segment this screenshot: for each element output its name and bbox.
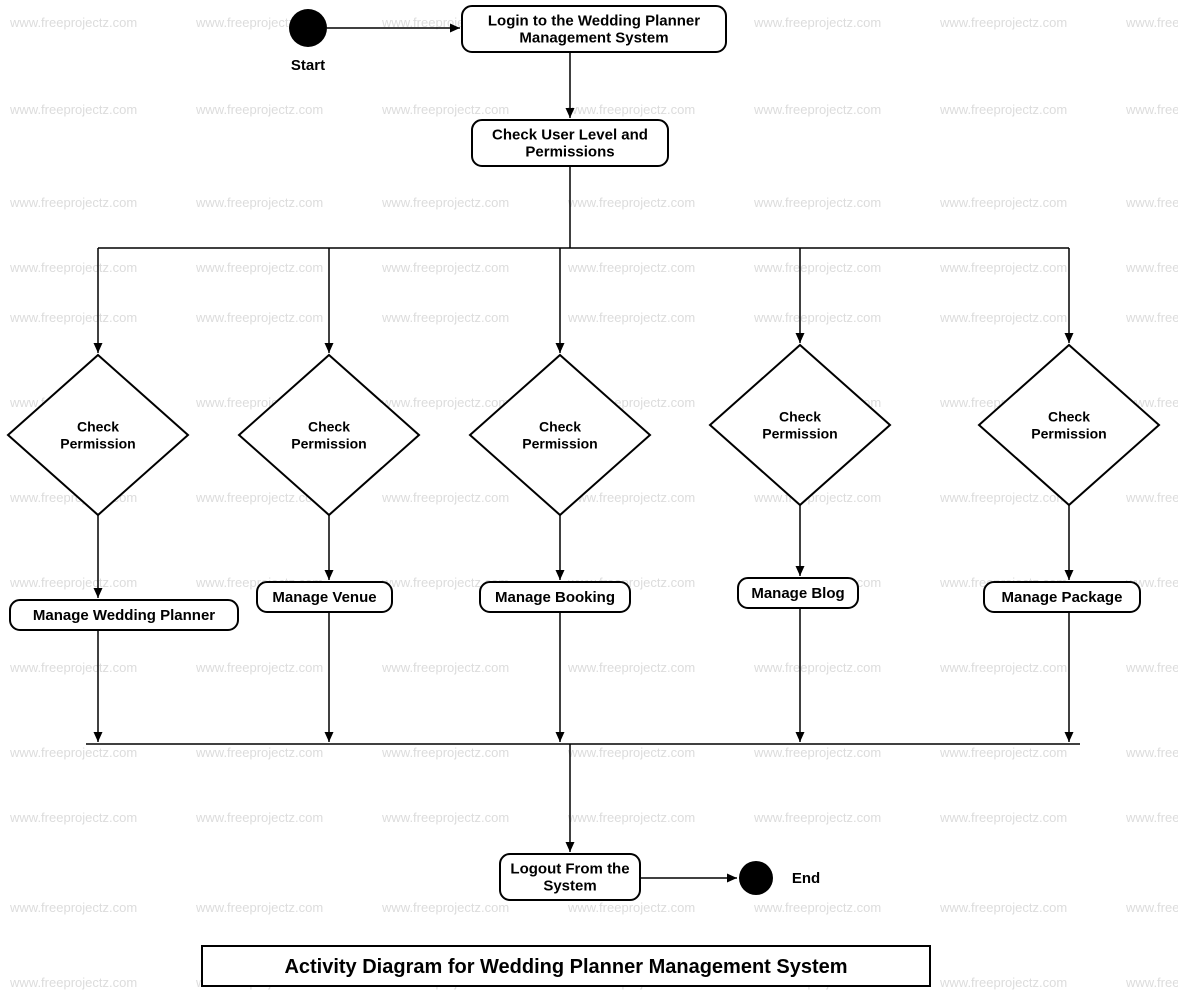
decision-text: Check [77, 419, 119, 435]
end-label: End [792, 870, 820, 887]
diagram-title: Activity Diagram for Wedding Planner Man… [284, 956, 847, 978]
arrowhead-icon [556, 570, 565, 580]
decision-text: Permission [60, 436, 135, 452]
arrowhead-icon [796, 566, 805, 576]
arrowhead-icon [556, 732, 565, 742]
arrowhead-icon [566, 108, 575, 118]
arrowhead-icon [325, 570, 334, 580]
decision-text: Permission [762, 426, 837, 442]
decision-text: Check [779, 409, 821, 425]
decision-text: Check [539, 419, 581, 435]
arrowhead-icon [94, 588, 103, 598]
manage-node-3-text: Manage Blog [751, 585, 844, 602]
start-node [289, 9, 327, 47]
start-label: Start [291, 57, 325, 74]
manage-node-2-text: Manage Booking [495, 589, 615, 606]
arrowhead-icon [1065, 333, 1074, 343]
arrowhead-icon [566, 842, 575, 852]
manage-node-0-text: Manage Wedding Planner [33, 607, 215, 624]
arrowhead-icon [727, 874, 737, 883]
end-node [739, 861, 773, 895]
manage-node-1-text: Manage Venue [272, 589, 376, 606]
arrowhead-icon [94, 732, 103, 742]
activity-diagram: StartEndLogin to the Wedding PlannerMana… [0, 0, 1178, 992]
check-user-node-text: Check User Level and [492, 127, 648, 144]
decision-text: Permission [1031, 426, 1106, 442]
arrowhead-icon [796, 732, 805, 742]
logout-node-text: System [543, 878, 596, 895]
arrowhead-icon [450, 24, 460, 33]
arrowhead-icon [1065, 570, 1074, 580]
login-node-text: Login to the Wedding Planner [488, 13, 700, 30]
arrowhead-icon [796, 333, 805, 343]
arrowhead-icon [325, 343, 334, 353]
decision-text: Check [1048, 409, 1090, 425]
decision-text: Permission [522, 436, 597, 452]
arrowhead-icon [325, 732, 334, 742]
arrowhead-icon [556, 343, 565, 353]
arrowhead-icon [94, 343, 103, 353]
decision-text: Permission [291, 436, 366, 452]
check-user-node-text: Permissions [525, 144, 614, 161]
decision-text: Check [308, 419, 350, 435]
arrowhead-icon [1065, 732, 1074, 742]
login-node-text: Management System [519, 30, 668, 47]
manage-node-4-text: Manage Package [1002, 589, 1123, 606]
logout-node-text: Logout From the [510, 861, 629, 878]
